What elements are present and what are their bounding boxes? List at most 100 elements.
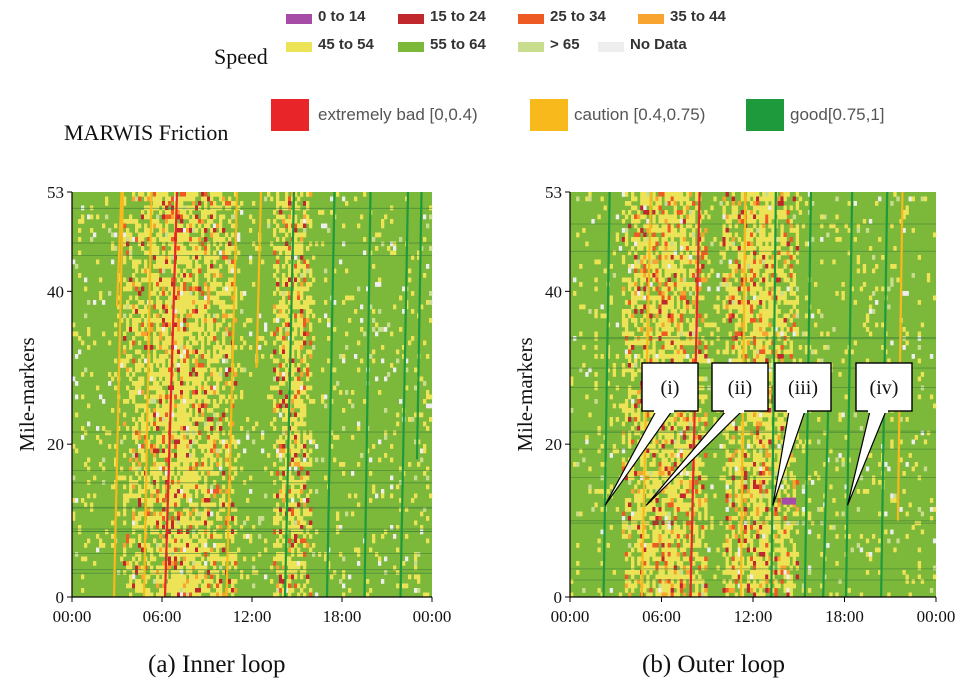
heatmap-cell [189, 588, 192, 593]
heatmap-cell [174, 314, 177, 319]
heatmap-cell [677, 269, 680, 274]
heatmap-cell [750, 314, 753, 319]
heatmap-cell [363, 192, 366, 197]
heatmap-cell [153, 318, 156, 323]
heatmap-cell [216, 557, 219, 562]
heatmap-cell [273, 494, 276, 499]
heatmap-cell [817, 309, 820, 314]
heatmap-cell [156, 471, 159, 476]
heatmap-cell [768, 197, 771, 202]
heatmap-cell [363, 251, 366, 256]
heatmap-cell [339, 260, 342, 265]
heatmap-cell [686, 341, 689, 346]
heatmap-cell [273, 561, 276, 566]
heatmap-cell [147, 192, 150, 197]
heatmap-cell [273, 246, 276, 251]
heatmap-cell [189, 210, 192, 215]
heatmap-cell [579, 264, 582, 269]
heatmap-cell [729, 242, 732, 247]
heatmap-cell [192, 386, 195, 391]
heatmap-cell [291, 476, 294, 481]
heatmap-cell [132, 327, 135, 332]
heatmap-cell [655, 228, 658, 233]
heatmap-cell [228, 246, 231, 251]
heatmap-cell [81, 372, 84, 377]
heatmap-cell [303, 260, 306, 265]
heatmap-cell [381, 219, 384, 224]
heatmap-cell [408, 269, 411, 274]
heatmap-cell [204, 507, 207, 512]
heatmap-cell [174, 548, 177, 553]
heatmap-cell [668, 332, 671, 337]
speed-label-7: No Data [630, 36, 687, 53]
heatmap-cell [186, 341, 189, 346]
heatmap-cell [890, 201, 893, 206]
heatmap-cell [285, 354, 288, 359]
speed-swatch-5 [398, 42, 424, 52]
heatmap-cell [162, 201, 165, 206]
heatmap-cell [138, 543, 141, 548]
heatmap-cell [177, 435, 180, 440]
heatmap-cell [159, 359, 162, 364]
heatmap-cell [662, 210, 665, 215]
heatmap-cell [291, 516, 294, 521]
heatmap-cell [726, 201, 729, 206]
heatmap-cell [726, 233, 729, 238]
heatmap-cell [168, 534, 171, 539]
heatmap-cell [784, 296, 787, 301]
heatmap-cell [228, 269, 231, 274]
heatmap-cell [668, 278, 671, 283]
heatmap-cell [189, 228, 192, 233]
heatmap-cell [297, 539, 300, 544]
heatmap-cell [165, 206, 168, 211]
heatmap-cell [156, 413, 159, 418]
heatmap-cell [207, 224, 210, 229]
heatmap-cell [213, 561, 216, 566]
heatmap-cell [177, 485, 180, 490]
heatmap-cell [765, 296, 768, 301]
heatmap-cell [704, 210, 707, 215]
heatmap-cell [138, 512, 141, 517]
heatmap-cell [180, 404, 183, 409]
heatmap-cell [279, 584, 282, 589]
heatmap-cell [186, 579, 189, 584]
heatmap-cell [162, 494, 165, 499]
heatmap-cell [291, 417, 294, 422]
heatmap-cell [165, 372, 168, 377]
heatmap-cell [303, 404, 306, 409]
heatmap-cell [192, 251, 195, 256]
heatmap-cell [156, 390, 159, 395]
heatmap-cell [168, 539, 171, 544]
heatmap-cell [249, 260, 252, 265]
heatmap-cell [156, 462, 159, 467]
heatmap-cell [294, 453, 297, 458]
heatmap-cell [210, 197, 213, 202]
heatmap-cell [219, 557, 222, 562]
heatmap-cell [796, 206, 799, 211]
heatmap-cell [634, 296, 637, 301]
heatmap-cell [213, 404, 216, 409]
heatmap-cell [759, 255, 762, 260]
heatmap-cell [282, 372, 285, 377]
heatmap-cell [159, 269, 162, 274]
heatmap-cell [153, 359, 156, 364]
heatmap-cell [291, 386, 294, 391]
heatmap-cell [832, 327, 835, 332]
heatmap-cell [318, 552, 321, 557]
heatmap-cell [270, 386, 273, 391]
heatmap-cell [183, 588, 186, 593]
heatmap-cell [129, 314, 132, 319]
heatmap-cell [312, 543, 315, 548]
heatmap-cell [189, 192, 192, 197]
heatmap-cell [747, 192, 750, 197]
heatmap-cell [153, 237, 156, 242]
heatmap-cell [372, 539, 375, 544]
heatmap-cell [174, 561, 177, 566]
heatmap-cell [126, 372, 129, 377]
heatmap-cell [759, 260, 762, 265]
heatmap-cell [683, 210, 686, 215]
heatmap-cell [765, 206, 768, 211]
heatmap-cell [153, 201, 156, 206]
heatmap-cell [195, 413, 198, 418]
heatmap-cell [156, 498, 159, 503]
